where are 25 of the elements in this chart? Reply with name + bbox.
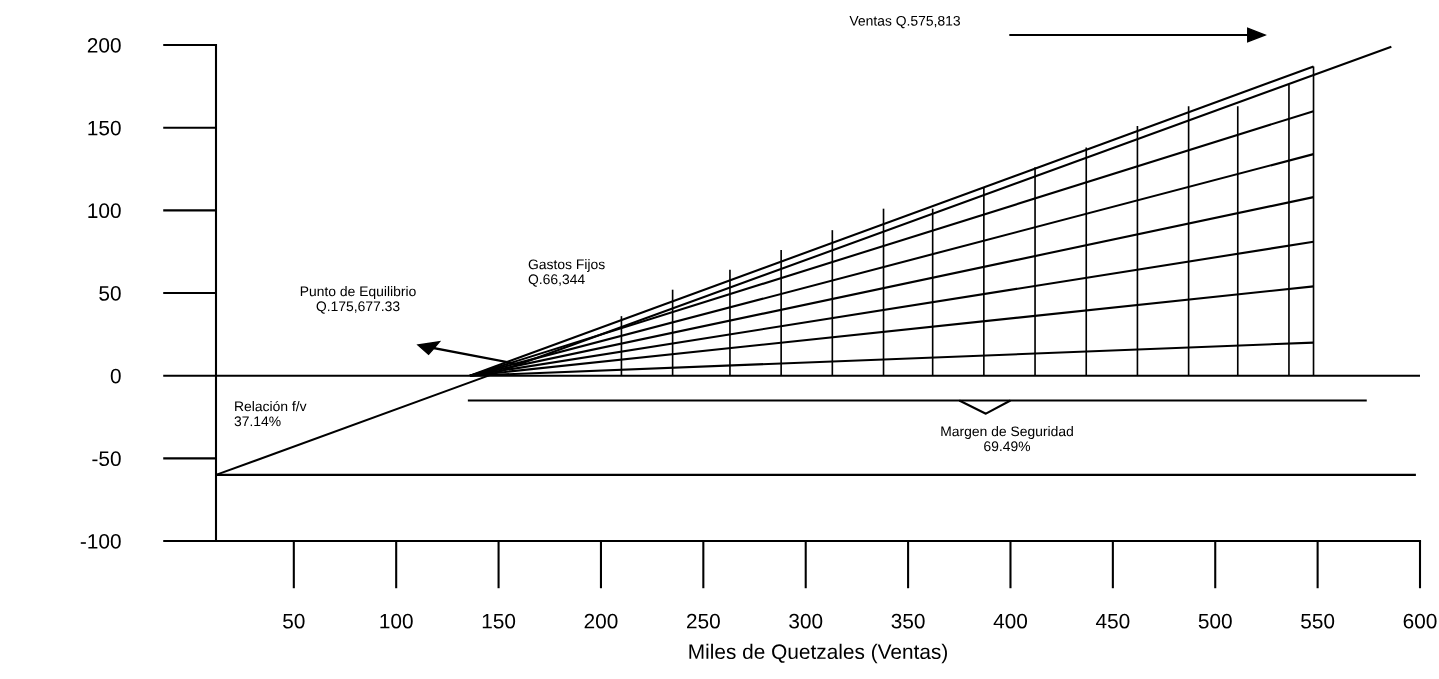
- x-tick-label: 550: [1301, 613, 1335, 629]
- y-tick-label: 150: [88, 120, 121, 136]
- annotation: Margen de Seguridad 69.49%: [941, 426, 1073, 452]
- annotation: Gastos Fijos Q.66,344: [528, 259, 605, 287]
- x-tick-label: 250: [687, 613, 720, 629]
- x-tick-label: 400: [993, 613, 1028, 629]
- x-tick-label: 300: [789, 613, 823, 629]
- x-tick-label: 500: [1198, 613, 1232, 629]
- x-tick-label: 350: [891, 613, 925, 629]
- annotation: Relación f/v 37.14%: [234, 400, 307, 427]
- y-tick-label: -50: [92, 451, 121, 467]
- x-tick-label: 150: [482, 613, 516, 629]
- y-tick-label: -100: [80, 534, 121, 549]
- annotation: Punto de Equilibrio Q.175,677.33: [300, 286, 416, 314]
- y-tick-label: 0: [110, 368, 121, 384]
- y-tick-label: 50: [99, 286, 121, 301]
- y-tick-label: 200: [87, 38, 121, 53]
- x-tick-label: 100: [380, 613, 413, 629]
- y-tick-label: 100: [88, 203, 121, 219]
- x-tick-label: 600: [1403, 613, 1437, 629]
- text: Ventas Q.575,813: [849, 15, 960, 29]
- x-axis-title: Miles de Quetzales (Ventas): [689, 643, 947, 664]
- x-tick-label: 450: [1095, 613, 1130, 629]
- x-tick-label: 200: [584, 613, 618, 629]
- x-tick-label: 50: [283, 613, 305, 629]
